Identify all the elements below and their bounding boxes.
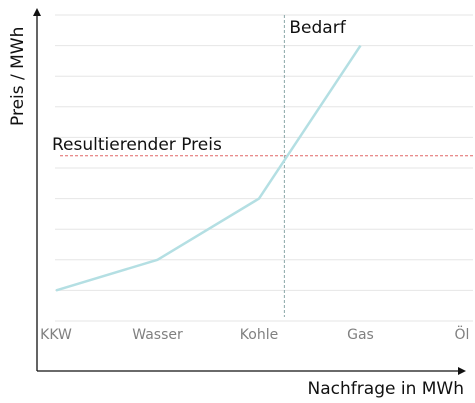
y-axis-label: Preis / MWh — [8, 27, 28, 126]
series-line — [55, 44, 362, 292]
x-tick-label: Öl — [455, 325, 470, 343]
x-axis-arrow-icon — [458, 367, 466, 375]
x-tick-label: Kohle — [240, 327, 278, 343]
x-tick-labels: KKW Wasser Kohle Gas Öl — [40, 325, 469, 343]
y-axis-arrow-icon — [33, 8, 41, 16]
x-tick-label: Gas — [347, 327, 374, 343]
x-axis-label: Nachfrage in MWh — [308, 379, 464, 399]
axes — [33, 8, 466, 375]
price-label: Resultierender Preis — [52, 135, 222, 155]
x-tick-label: KKW — [40, 327, 72, 343]
grid-lines — [55, 14, 473, 322]
demand-label: Bedarf — [289, 18, 346, 38]
x-tick-label: Wasser — [132, 327, 183, 343]
